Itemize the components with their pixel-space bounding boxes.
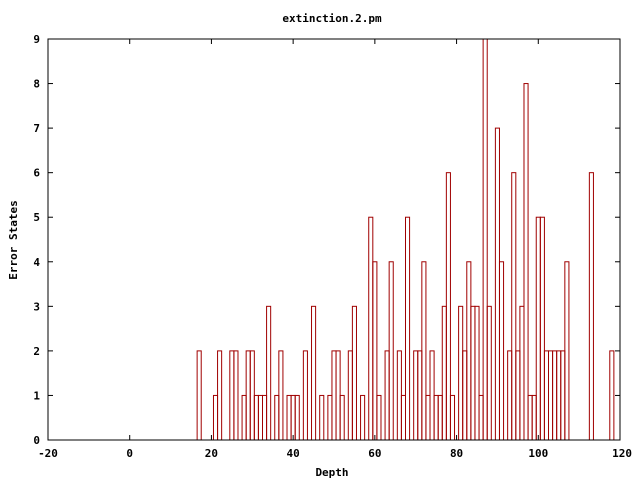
y-tick-label: 0 (33, 434, 40, 447)
bar (266, 305, 272, 441)
bar (470, 305, 476, 441)
bar (233, 350, 239, 441)
bar (515, 350, 521, 441)
bar (290, 394, 296, 441)
y-tick-label: 5 (33, 211, 40, 224)
bar (560, 350, 566, 441)
bar (486, 305, 492, 441)
bar (445, 172, 451, 441)
bar-group (196, 38, 615, 441)
x-tick-label: 0 (126, 447, 133, 460)
bar (302, 350, 308, 441)
bar (437, 394, 443, 441)
y-tick-label: 2 (33, 345, 40, 358)
y-tick-label: 7 (33, 122, 40, 135)
bar (527, 394, 533, 441)
bar (441, 305, 447, 441)
y-axis: 0 1 2 3 4 5 6 7 8 9 (33, 33, 620, 447)
y-axis-label: Error States (7, 200, 20, 279)
bar (556, 350, 562, 441)
y-tick-label: 4 (33, 256, 40, 269)
bar (498, 261, 505, 441)
bar (229, 350, 235, 441)
bar (384, 350, 390, 441)
bar (347, 350, 353, 441)
bar (274, 394, 280, 441)
bar (543, 350, 550, 441)
y-tick-label: 3 (33, 300, 40, 313)
bar (523, 83, 529, 441)
bar (429, 350, 435, 441)
x-tick-label: 80 (450, 447, 463, 460)
bar (474, 305, 480, 441)
x-tick-label: 100 (528, 447, 548, 460)
bar (519, 305, 525, 441)
chart-title: extinction.2.pm (282, 12, 382, 25)
bar (433, 394, 439, 441)
bar (286, 394, 292, 441)
bar (609, 350, 615, 441)
plot-frame (47, 38, 621, 441)
x-axis-label: Depth (315, 466, 348, 479)
bar (494, 127, 500, 441)
bar (339, 394, 345, 441)
bar (241, 394, 247, 441)
bar (458, 305, 464, 441)
bar (588, 172, 594, 441)
bar (449, 394, 456, 441)
bar (335, 350, 341, 441)
bar (376, 394, 382, 441)
bar (278, 350, 284, 441)
x-tick-label: 20 (205, 447, 218, 460)
bar (196, 350, 202, 441)
y-tick-label: 1 (33, 389, 40, 402)
bar (511, 172, 517, 441)
x-tick-label: 120 (612, 447, 632, 460)
bar (257, 394, 263, 441)
bar (372, 261, 378, 441)
y-tick-label: 9 (33, 33, 40, 46)
bar (311, 305, 317, 441)
x-axis: -20 0 20 40 60 80 100 120 (38, 39, 632, 460)
x-tick-label: 60 (368, 447, 381, 460)
x-tick-label: 40 (287, 447, 300, 460)
bar (351, 305, 357, 441)
x-tick-label: -20 (38, 447, 58, 460)
bar (327, 394, 333, 441)
y-tick-label: 8 (33, 78, 40, 91)
bar (212, 394, 219, 441)
bar (421, 261, 427, 441)
bar (552, 350, 558, 441)
bar (319, 394, 325, 441)
bar (417, 350, 423, 441)
bar (478, 394, 484, 441)
bar (539, 216, 545, 441)
bar (249, 350, 255, 441)
bar (548, 350, 554, 441)
bar (360, 394, 366, 441)
bar (368, 216, 374, 441)
bar (388, 261, 394, 441)
bar (462, 350, 468, 441)
bar (294, 394, 300, 441)
y-tick-label: 6 (33, 167, 40, 180)
bar (531, 394, 537, 441)
bar (507, 350, 513, 441)
bar (405, 216, 411, 441)
bar (331, 350, 337, 441)
bar (482, 38, 488, 441)
bar (535, 216, 541, 441)
bar (564, 261, 570, 441)
bar (466, 261, 472, 441)
bar (400, 394, 406, 441)
bar (245, 350, 251, 441)
bar (413, 350, 419, 441)
bar (262, 394, 268, 441)
bar (396, 350, 402, 441)
bar (425, 394, 431, 441)
bar (217, 350, 223, 441)
bar (253, 394, 259, 441)
